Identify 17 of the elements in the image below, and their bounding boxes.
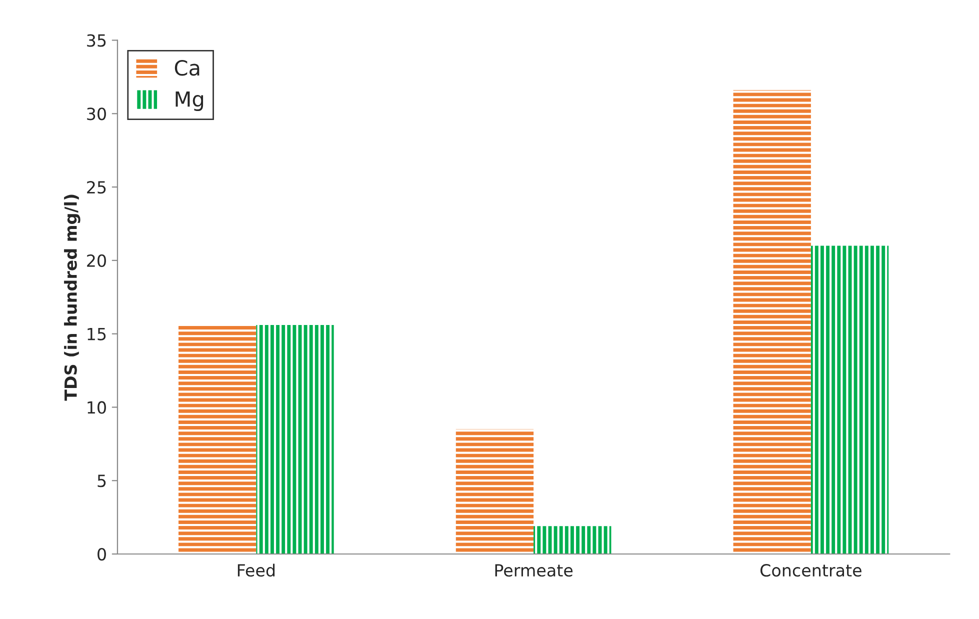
legend-label: Ca <box>174 60 200 76</box>
y-tick-label: 0 <box>98 548 106 561</box>
y-tick-label: 35 <box>87 34 106 47</box>
x-tick-label: Permeate <box>495 564 573 577</box>
bar <box>256 325 334 554</box>
bar <box>810 246 889 554</box>
bar <box>534 526 612 554</box>
y-tick-label: 10 <box>88 401 106 414</box>
y-tick-label: 20 <box>87 254 106 267</box>
x-tick-label: Concentrate <box>760 564 862 577</box>
y-tick-label: 30 <box>87 108 106 120</box>
y-axis-title: TDS (in hundred mg/l) <box>64 194 80 401</box>
legend-label: Mg <box>176 91 204 111</box>
y-tick-label: 25 <box>87 180 106 194</box>
y-tick-label: 15 <box>88 328 106 340</box>
x-tick-label: Feed <box>238 564 275 577</box>
y-tick-label: 5 <box>98 474 106 488</box>
